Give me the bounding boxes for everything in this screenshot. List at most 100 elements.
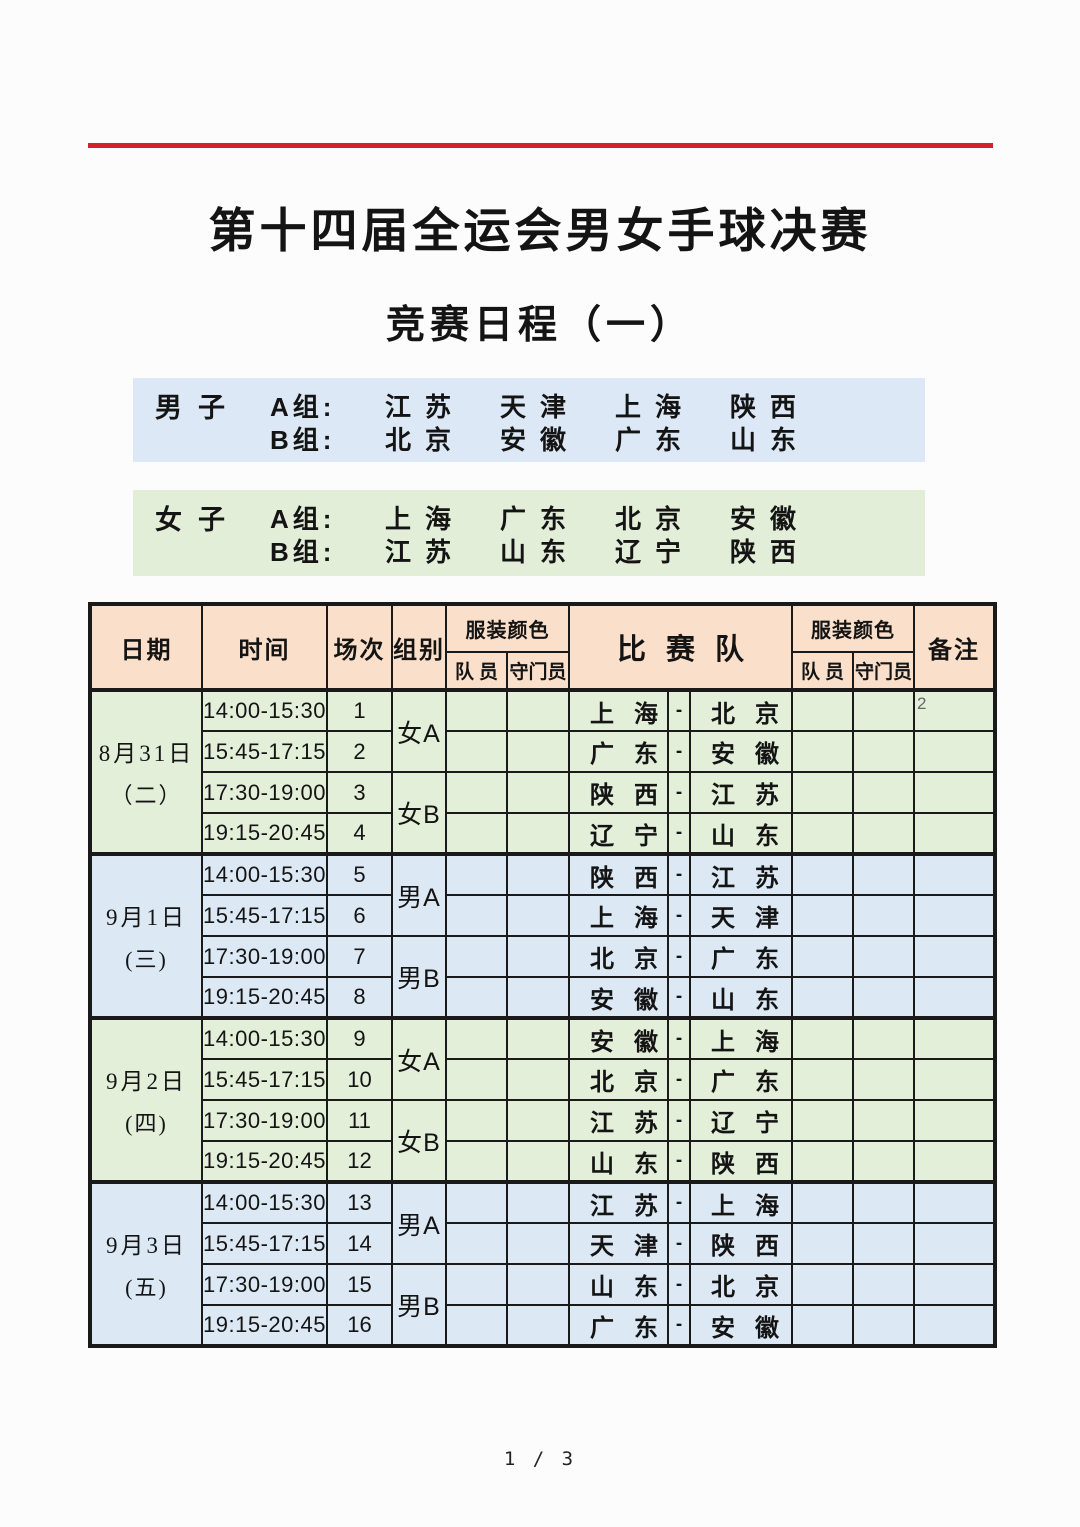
team-name: 上海 (385, 504, 466, 534)
men-group-b-label: B组: (270, 425, 336, 455)
team-name: 江苏 (385, 537, 466, 567)
col-header-uniform-left: 服装颜色 (445, 603, 570, 653)
away-team-cell: 江苏 (688, 771, 794, 814)
away-team-cell: 安徽 (688, 730, 794, 773)
match-no-cell: 3 (326, 771, 393, 814)
uniform-goalkeeper-cell (506, 771, 570, 814)
women-groups-panel: 女子 A组: 上海 广东 北京 安徽 B组: 江苏 山东 辽宁 陕西 (133, 490, 925, 576)
date-cell: 9月1日 (三) (89, 852, 203, 1019)
time-cell: 15:45-17:15 (201, 894, 328, 937)
time-cell: 19:15-20:45 (201, 976, 328, 1019)
subcol-header-goalkeeper-right: 守门员 (852, 651, 916, 691)
uniform-player-cell (445, 935, 508, 978)
team-name: 江苏 (385, 392, 466, 422)
men-groups-panel: 男子 A组: 江苏 天津 上海 陕西 B组: 北京 安徽 广东 山东 (133, 378, 925, 462)
table-row: 17:30-19:00 7 男B 北京 - 广东 (90, 935, 997, 1019)
red-divider-line (88, 143, 993, 148)
team-name: 上海 (615, 392, 696, 422)
uniform-goalkeeper-cell (506, 1099, 570, 1142)
men-group-b-row: B组: 北京 安徽 广东 山东 (155, 420, 925, 455)
men-group-a-label: A组: (270, 392, 336, 422)
col-header-time: 时间 (201, 603, 328, 691)
remark-cell (913, 1180, 997, 1224)
date-cell: 9月2日 (四) (89, 1016, 203, 1183)
team-name: 广东 (500, 504, 581, 534)
table-row: 9月1日 (三) 14:00-15:30 5 男A 陕西 - 江苏 (89, 852, 997, 1019)
col-header-match-no: 场次 (326, 603, 393, 691)
men-label: 男子 (155, 393, 241, 423)
home-team-cell: 安徽 (568, 1016, 669, 1060)
uniform-goalkeeper-cell (852, 1222, 916, 1265)
team-separator: - (667, 1222, 691, 1265)
uniform-goalkeeper-cell (506, 1016, 570, 1060)
team-name: 辽宁 (615, 537, 696, 567)
remark-cell (913, 812, 997, 855)
home-team-cell: 山东 (568, 1263, 669, 1306)
remark-cell (913, 1099, 997, 1142)
match-no-cell: 15 (326, 1263, 393, 1306)
team-separator: - (667, 812, 691, 855)
uniform-player-cell (445, 1222, 508, 1265)
team-separator: - (667, 935, 691, 978)
match-no-cell: 7 (326, 935, 393, 978)
remark-cell (913, 730, 997, 773)
uniform-goalkeeper-cell (852, 1140, 916, 1183)
home-team-cell: 江苏 (568, 1180, 669, 1224)
away-team-cell: 山东 (688, 976, 794, 1019)
home-team-cell: 山东 (568, 1140, 669, 1183)
uniform-goalkeeper-cell (852, 730, 916, 773)
time-cell: 14:00-15:30 (201, 688, 328, 732)
remark-cell (913, 1058, 997, 1101)
team-name: 安徽 (500, 425, 581, 455)
uniform-goalkeeper-cell (852, 976, 916, 1019)
group-cell: 男A (391, 852, 447, 937)
home-team-cell: 上海 (568, 894, 669, 937)
away-team-cell: 天津 (688, 894, 794, 937)
time-cell: 15:45-17:15 (201, 1222, 328, 1265)
uniform-player-cell (445, 771, 508, 814)
uniform-goalkeeper-cell (852, 894, 916, 937)
away-team-cell: 北京 (688, 688, 794, 732)
uniform-goalkeeper-cell (506, 1304, 570, 1347)
uniform-player-cell (791, 1304, 855, 1347)
home-team-cell: 北京 (568, 1058, 669, 1101)
team-name: 陕西 (730, 392, 811, 422)
uniform-goalkeeper-cell (852, 935, 916, 978)
away-team-cell: 陕西 (688, 1222, 794, 1265)
match-no-cell: 4 (326, 812, 393, 855)
time-cell: 15:45-17:15 (201, 730, 328, 773)
remark-cell (913, 852, 997, 896)
uniform-goalkeeper-cell (852, 852, 916, 896)
group-cell: 女B (391, 1099, 447, 1183)
uniform-player-cell (791, 976, 855, 1019)
uniform-player-cell (445, 1016, 508, 1060)
time-cell: 17:30-19:00 (201, 1099, 328, 1142)
remark-cell (913, 894, 997, 937)
table-row: 17:30-19:00 3 女B 陕西 - 江苏 (90, 771, 997, 855)
away-team-cell: 上海 (688, 1016, 794, 1060)
uniform-goalkeeper-cell (506, 1140, 570, 1183)
time-cell: 14:00-15:30 (201, 1016, 328, 1060)
home-team-cell: 江苏 (568, 1099, 669, 1142)
team-separator: - (667, 976, 691, 1019)
team-name: 山东 (500, 537, 581, 567)
uniform-player-cell (445, 688, 508, 732)
remark-cell (913, 1140, 997, 1183)
team-name: 广东 (615, 425, 696, 455)
women-label: 女子 (155, 505, 241, 535)
table-row: 19:15-20:45 8 安徽 - 山东 (90, 976, 997, 1019)
date-cell: 9月3日 (五) (89, 1180, 203, 1347)
match-no-cell: 11 (326, 1099, 393, 1142)
uniform-goalkeeper-cell (852, 1058, 916, 1101)
home-team-cell: 天津 (568, 1222, 669, 1265)
women-group-b-label: B组: (270, 537, 336, 567)
women-group-a-label: A组: (270, 504, 336, 534)
col-header-teams: 比赛队 (567, 603, 794, 691)
team-separator: - (667, 688, 691, 732)
table-row: 15:45-17:15 2 广东 - 安徽 (90, 730, 997, 773)
time-cell: 19:15-20:45 (201, 1304, 328, 1347)
table-row: 17:30-19:00 15 男B 山东 - 北京 (90, 1263, 997, 1347)
group-cell: 男B (391, 1263, 447, 1347)
team-separator: - (667, 1099, 691, 1142)
